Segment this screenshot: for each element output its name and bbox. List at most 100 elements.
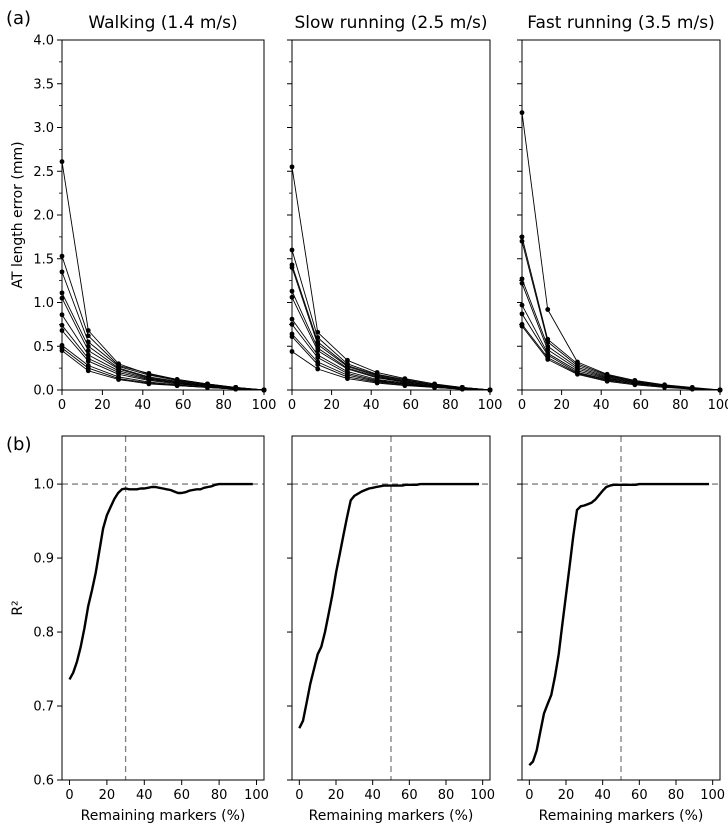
x-tick-label: 100	[244, 788, 269, 803]
data-point	[432, 384, 437, 390]
x-tick-label: 20	[558, 788, 575, 803]
x-tick-label: 100	[470, 788, 495, 803]
x-tick-label: 80	[442, 398, 459, 413]
x-tick-label: 100	[252, 398, 277, 413]
x-tick-label: 100	[708, 398, 728, 413]
data-point	[345, 357, 350, 363]
data-point	[315, 355, 321, 361]
plot-frame	[521, 435, 721, 781]
x-tick-label: 80	[215, 398, 232, 413]
series-line-1	[298, 482, 479, 729]
data-point	[632, 382, 638, 388]
y-tick-label: 1.0	[33, 296, 54, 311]
x-tick-label: 40	[593, 398, 610, 413]
panel-label-b: (b)	[6, 434, 31, 455]
data-point	[402, 383, 408, 389]
x-tick-label: 20	[99, 788, 116, 803]
plot-frame	[61, 39, 265, 391]
y-tick-label: 2.5	[33, 165, 54, 180]
data-point	[85, 333, 91, 339]
x-tick-label: 0	[58, 398, 66, 413]
x-tick-label: 40	[594, 788, 611, 803]
data-point	[146, 381, 152, 387]
data-point	[459, 386, 465, 392]
y-tick-label: 0.5	[33, 340, 54, 355]
x-tick-label: 20	[328, 788, 345, 803]
x-axis-label: Remaining markers (%)	[539, 808, 704, 824]
y-tick-label: 3.0	[33, 121, 54, 136]
data-point	[233, 386, 239, 392]
chart-title: Slow running (2.5 m/s)	[294, 13, 487, 33]
data-point	[662, 384, 667, 390]
chart-panel-6: 0 20 40 60 80 100 Remaining markers (%)	[517, 435, 725, 824]
x-tick-label: 80	[211, 788, 228, 803]
y-tick-label: 0.8	[33, 626, 54, 641]
y-tick-label: 1.0	[33, 478, 54, 493]
x-tick-label: 20	[553, 398, 570, 413]
x-tick-label: 20	[94, 398, 111, 413]
y-tick-label: 0.6	[33, 774, 54, 789]
data-point	[545, 356, 551, 362]
x-tick-label: 0	[518, 398, 526, 413]
plot-frame	[521, 39, 721, 391]
data-point	[205, 384, 210, 390]
chart-title: Walking (1.4 m/s)	[88, 13, 237, 33]
data-point	[315, 362, 321, 368]
x-tick-label: 80	[672, 398, 689, 413]
x-tick-label: 60	[175, 398, 192, 413]
data-point	[85, 358, 91, 364]
x-tick-label: 40	[364, 788, 381, 803]
data-point	[689, 386, 695, 392]
panel-label-a: (a)	[6, 8, 31, 29]
chart-panel-5: 0 20 40 60 80 100 Remaining markers (%)	[287, 435, 495, 824]
data-point	[85, 348, 91, 354]
chart-panel-3: Fast running (3.5 m/s) 0 20 40 60 80 100	[517, 13, 728, 413]
chart-panel-2: Slow running (2.5 m/s) 0 20 40 60 80 100	[287, 13, 502, 413]
y-tick-label: 1.5	[33, 252, 54, 267]
chart-panel-4: 0 20 40 60 80 100 0.6 0.7 0.8 0.9 1.0 Remaining mar…	[10, 435, 269, 824]
y-axis-label: AT length error (mm)	[10, 141, 26, 288]
data-point	[545, 307, 551, 312]
series-line-1	[68, 482, 253, 680]
x-axis-label: Remaining markers (%)	[81, 808, 246, 824]
data-point	[345, 376, 350, 382]
x-tick-label: 100	[478, 398, 503, 413]
series-line-4	[291, 267, 491, 391]
data-point	[315, 366, 321, 372]
x-tick-label: 20	[323, 398, 340, 413]
series-line-2	[521, 236, 721, 391]
data-point	[604, 378, 610, 384]
series-line-5	[521, 283, 721, 391]
x-tick-label: 60	[401, 788, 418, 803]
x-tick-label: 60	[173, 788, 190, 803]
series-line-4	[61, 292, 265, 391]
y-tick-label: 0.9	[33, 552, 54, 567]
x-tick-label: 0	[525, 788, 533, 803]
series-line-2	[291, 249, 491, 391]
x-axis-label: Remaining markers (%)	[309, 808, 474, 824]
series-line-9	[521, 325, 721, 391]
series-line-6	[291, 297, 491, 391]
series-line-3	[291, 264, 491, 391]
x-tick-label: 60	[403, 398, 420, 413]
x-tick-label: 80	[438, 788, 455, 803]
chart-title: Fast running (3.5 m/s)	[527, 13, 714, 33]
charts-group: Walking (1.4 m/s) 0 20 40 60 80 100 0.0 0.5 1.0 1.…	[10, 13, 728, 824]
x-tick-label: 0	[65, 788, 73, 803]
x-tick-label: 60	[631, 788, 648, 803]
x-tick-label: 80	[668, 788, 685, 803]
data-point	[374, 380, 380, 386]
series-line-3	[521, 241, 721, 391]
x-tick-label: 100	[700, 788, 725, 803]
y-tick-label: 4.0	[33, 34, 54, 49]
x-tick-label: 40	[135, 398, 152, 413]
x-tick-label: 40	[363, 398, 380, 413]
y-axis-label: R²	[10, 600, 26, 615]
series-line-4	[521, 278, 721, 391]
plot-frame	[291, 39, 491, 391]
data-point	[85, 368, 91, 374]
plot-frame	[291, 435, 491, 781]
series-line-1	[528, 482, 709, 767]
x-tick-label: 60	[633, 398, 650, 413]
